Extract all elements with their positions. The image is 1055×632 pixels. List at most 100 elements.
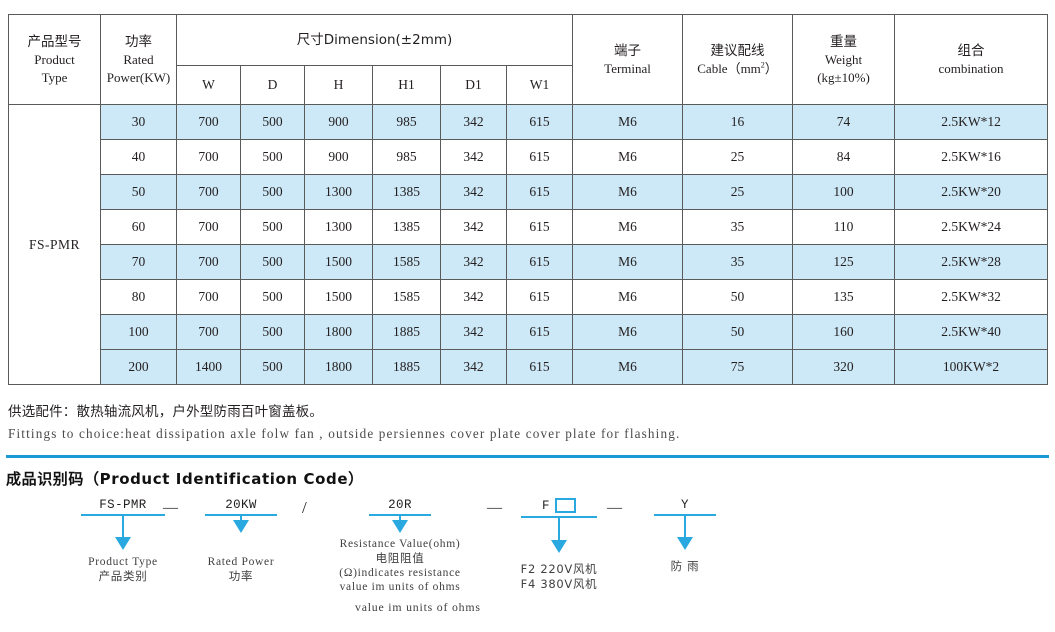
cell-cable: 16: [682, 104, 794, 140]
header-cable-en: Cable（mm2）: [683, 60, 792, 77]
section-divider: [6, 455, 1049, 458]
code-segment-resistance: 20R Resistance Value(ohm) 电阻阻值 (Ω)indica…: [300, 498, 500, 594]
cell-terminal: M6: [572, 104, 684, 140]
cell-terminal: M6: [572, 279, 684, 315]
header-row-sub: W D H H1 D1 W1: [9, 65, 1048, 105]
header-dim-d1: D1: [440, 65, 507, 105]
cell-h1: 1885: [372, 349, 441, 385]
cell-combination: 2.5KW*16: [894, 139, 1049, 175]
code-desc-fan-f4: F4 380V风机: [520, 577, 598, 591]
code-arrow-head-rated-power: [233, 520, 249, 533]
header-cable-superscript: 2: [760, 60, 765, 70]
code-arrow-head-rainproof: [677, 537, 693, 550]
cell-power: 50: [100, 174, 177, 210]
header-combination: 组合 combination: [894, 14, 1049, 105]
spec-table-container: 产品型号 Product Type 功率 Rated Power(KW) 尺寸D…: [8, 14, 1049, 385]
cell-weight: 125: [792, 244, 896, 280]
header-weight: 重量 Weight (kg±10%): [792, 14, 896, 105]
header-product-type-en1: Product: [34, 52, 75, 68]
cell-h: 1300: [304, 209, 373, 245]
cell-combination: 100KW*2: [894, 349, 1049, 385]
cell-h1: 1385: [372, 209, 441, 245]
cell-power: 80: [100, 279, 177, 315]
cell-h: 1800: [304, 349, 373, 385]
cell-terminal: M6: [572, 174, 684, 210]
code-underline-rainproof: [654, 514, 716, 516]
cell-power: 30: [100, 104, 177, 140]
cell-d: 500: [240, 314, 305, 350]
product-identification-diagram: FS-PMR Product Type 产品类别 — 20KW Rated Po…: [0, 495, 1055, 632]
header-combination-cn: 组合: [957, 42, 985, 59]
identification-code-section: 成品识别码（Product Identification Code）: [6, 455, 1049, 489]
cell-cable: 35: [682, 244, 794, 280]
code-desc-fan-f2: F2 220V风机: [520, 562, 598, 576]
cell-combination: 2.5KW*32: [894, 279, 1049, 315]
note-chinese: 供选配件：散热轴流风机，户外型防雨百叶窗盖板。: [8, 404, 324, 420]
header-weight-cn: 重量: [830, 34, 858, 51]
cell-weight: 74: [792, 104, 896, 140]
header-dim-d: D: [240, 65, 305, 105]
code-desc-cn-rainproof: 防 雨: [670, 559, 700, 573]
cell-combination: 2.5KW*20: [894, 174, 1049, 210]
code-segment-rainproof: Y 防 雨: [630, 498, 740, 574]
cell-combination: 2.5KW*24: [894, 209, 1049, 245]
code-segment-rated-power: 20KW Rated Power 功率: [186, 498, 296, 584]
note-english: Fittings to choice:heat dissipation axle…: [8, 426, 681, 441]
cell-w: 700: [176, 279, 241, 315]
code-separator-dash-2: —: [487, 500, 502, 516]
cell-power: 100: [100, 314, 177, 350]
header-terminal: 端子 Terminal: [572, 14, 684, 105]
cell-h1: 985: [372, 104, 441, 140]
optional-fittings-notes: 供选配件：散热轴流风机，户外型防雨百叶窗盖板。 Fittings to choi…: [8, 400, 1048, 442]
header-power-cn: 功率: [125, 34, 152, 51]
code-underline-product-type: [81, 514, 165, 516]
cell-h: 1500: [304, 279, 373, 315]
code-separator-dash-1: —: [163, 500, 178, 516]
header-cable-en-tail: ）: [764, 61, 778, 77]
cell-w: 700: [176, 104, 241, 140]
code-underline-resistance: [369, 514, 431, 516]
header-dimension-label: 尺寸Dimension(±2mm): [296, 31, 453, 48]
code-desc-cn-resistance: 电阻阻值: [375, 551, 425, 565]
header-dim-h: H: [304, 65, 373, 105]
cell-cable: 25: [682, 139, 794, 175]
cell-combination: 2.5KW*40: [894, 314, 1049, 350]
cell-d1: 342: [440, 244, 507, 280]
code-trailing-text: value im units of ohms: [355, 600, 481, 614]
header-weight-unit: (kg±10%): [817, 69, 870, 85]
code-desc-en2-resistance: (Ω)indicates resistance: [339, 567, 461, 579]
cell-weight: 320: [792, 349, 896, 385]
code-token-resistance: 20R: [388, 498, 412, 512]
header-dim-h1: H1: [372, 65, 441, 105]
cell-power: 60: [100, 209, 177, 245]
cell-d1: 342: [440, 139, 507, 175]
cell-h: 900: [304, 104, 373, 140]
cell-d1: 342: [440, 104, 507, 140]
code-desc-cn-rated-power: 功率: [228, 569, 254, 583]
cell-h1: 1585: [372, 279, 441, 315]
cell-product-model: FS-PMR: [8, 104, 101, 385]
cell-d: 500: [240, 209, 305, 245]
code-desc-en3-resistance: value im units of ohms: [339, 581, 461, 593]
code-separator-dash-3: —: [607, 500, 622, 516]
code-arrow-head-product-type: [115, 537, 131, 550]
cell-cable: 50: [682, 279, 794, 315]
table-row: 60 700 500 1300 1385 342 615 M6 35 110 2.5KW*24: [9, 209, 1049, 245]
header-row-top: 产品型号 Product Type 功率 Rated Power(KW) 尺寸D…: [8, 14, 1049, 105]
cell-cable: 75: [682, 349, 794, 385]
header-rated-power: 功率 Rated Power(KW): [100, 14, 177, 105]
cell-h1: 985: [372, 139, 441, 175]
code-arrow-stem-fan: [558, 518, 560, 540]
header-product-type-en2: Type: [41, 69, 68, 85]
cell-d1: 342: [440, 279, 507, 315]
code-segment-product-type: FS-PMR Product Type 产品类别: [68, 498, 178, 584]
code-desc-resistance: Resistance Value(ohm) 电阻阻值 (Ω)indicates …: [300, 537, 500, 594]
code-arrow-stem-resistance: [399, 516, 401, 520]
table-row: 100 700 500 1800 1885 342 615 M6 50 160 2.5KW*40: [9, 314, 1049, 350]
table-row: 50 700 500 1300 1385 342 615 M6 25 100 2.5KW*20: [9, 174, 1049, 210]
cell-w1: 615: [505, 104, 574, 140]
code-desc-rated-power: Rated Power 功率: [186, 555, 296, 584]
cell-w: 700: [176, 174, 241, 210]
section-title: 成品识别码（Product Identification Code）: [6, 470, 364, 488]
code-arrow-stem-product-type: [122, 516, 124, 537]
